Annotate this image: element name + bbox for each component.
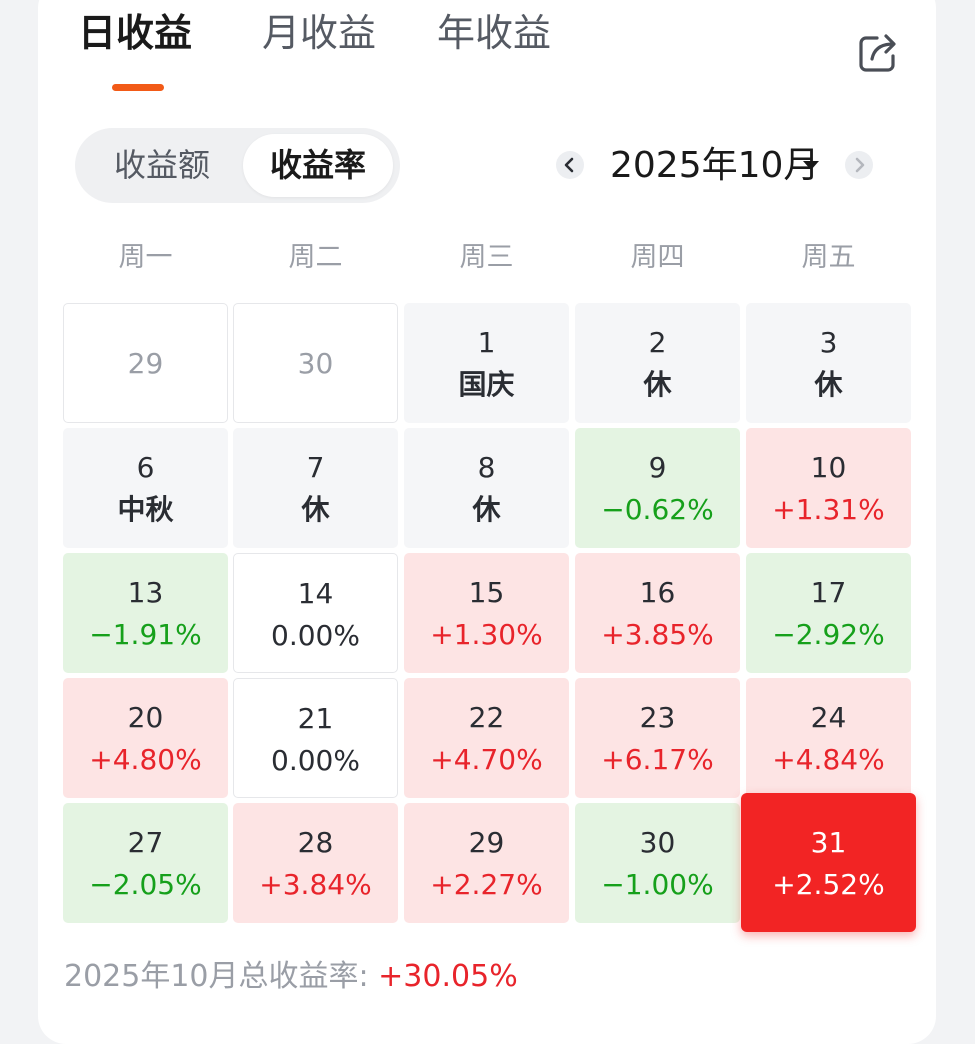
holiday-label: 国庆 (458, 368, 515, 401)
day-number: 28 (297, 826, 334, 859)
calendar-day-cell[interactable]: 29 +2.27% (404, 803, 569, 923)
caret-down-icon[interactable] (803, 161, 819, 170)
holiday-label: 休 (814, 368, 843, 401)
daily-return: 0.00% (271, 744, 360, 777)
month-total-return: 2025年10月总收益率: +30.05% (64, 956, 518, 998)
daily-return: 0.00% (271, 619, 360, 652)
day-number: 27 (127, 826, 164, 859)
day-number: 22 (468, 701, 505, 734)
daily-return: +4.70% (430, 743, 543, 776)
chevron-left-icon (564, 157, 574, 173)
daily-return: +3.84% (259, 868, 372, 901)
weekday-header: 周四 (630, 242, 685, 273)
tab-daily[interactable]: 日收益 (78, 11, 193, 55)
holiday-label: 中秋 (117, 493, 174, 526)
month-selector[interactable]: 2025年10月 (610, 145, 820, 186)
daily-return: −0.62% (601, 493, 714, 526)
day-number: 29 (468, 826, 505, 859)
weekday-header: 周五 (801, 242, 856, 273)
daily-return: +3.85% (601, 618, 714, 651)
calendar-day-cell[interactable]: 31 +2.52% (741, 793, 916, 932)
holiday-label: 休 (301, 493, 330, 526)
day-number: 31 (810, 826, 847, 859)
weekday-header: 周三 (459, 242, 514, 273)
calendar-day-cell[interactable]: 10 +1.31% (746, 428, 911, 548)
daily-return: +6.17% (601, 743, 714, 776)
weekday-header: 周二 (288, 242, 343, 273)
month-total-value: +30.05% (378, 959, 518, 994)
daily-return: −1.00% (601, 868, 714, 901)
day-number: 8 (477, 451, 496, 484)
day-number: 3 (819, 326, 838, 359)
daily-return: +2.27% (430, 868, 543, 901)
calendar-day-cell[interactable]: 21 0.00% (233, 678, 398, 798)
active-tab-indicator (112, 84, 164, 91)
day-number: 17 (810, 576, 847, 609)
segment-rate[interactable]: 收益率 (243, 134, 393, 197)
next-month-button[interactable] (845, 151, 873, 179)
calendar-day-cell[interactable]: 6 中秋 (63, 428, 228, 548)
day-number: 23 (639, 701, 676, 734)
weekday-header: 周一 (118, 242, 173, 273)
day-number: 29 (127, 347, 164, 380)
calendar-day-cell[interactable]: 17 −2.92% (746, 553, 911, 673)
daily-return: −2.92% (772, 618, 885, 651)
segment-amount[interactable]: 收益额 (113, 146, 210, 184)
daily-return: +4.84% (772, 743, 885, 776)
calendar-day-cell[interactable]: 30 −1.00% (575, 803, 740, 923)
calendar-day-cell[interactable]: 14 0.00% (233, 553, 398, 673)
calendar-day-cell[interactable]: 27 −2.05% (63, 803, 228, 923)
calendar-day-cell[interactable]: 23 +6.17% (575, 678, 740, 798)
daily-return: +2.52% (772, 868, 885, 901)
calendar-day-cell[interactable]: 22 +4.70% (404, 678, 569, 798)
calendar-day-cell[interactable]: 20 +4.80% (63, 678, 228, 798)
day-number: 24 (810, 701, 847, 734)
day-number: 14 (297, 577, 334, 610)
calendar-day-cell[interactable]: 16 +3.85% (575, 553, 740, 673)
calendar-day-cell[interactable]: 9 −0.62% (575, 428, 740, 548)
metric-segment-control: 收益额 收益率 (75, 128, 400, 203)
holiday-label: 休 (643, 368, 672, 401)
daily-return: +1.30% (430, 618, 543, 651)
day-number: 20 (127, 701, 164, 734)
day-number: 6 (136, 451, 155, 484)
day-number: 10 (810, 451, 847, 484)
month-total-label: 2025年10月总收益率: (64, 959, 379, 994)
day-number: 7 (306, 451, 325, 484)
holiday-label: 休 (472, 493, 501, 526)
day-number: 1 (477, 326, 496, 359)
daily-return: −2.05% (89, 868, 202, 901)
day-number: 15 (468, 576, 505, 609)
prev-month-button[interactable] (556, 151, 584, 179)
calendar-day-cell[interactable]: 29 (63, 303, 228, 423)
day-number: 21 (297, 702, 334, 735)
day-number: 13 (127, 576, 164, 609)
tab-yearly[interactable]: 年收益 (437, 11, 552, 55)
calendar-day-cell[interactable]: 15 +1.30% (404, 553, 569, 673)
calendar-day-cell[interactable]: 28 +3.84% (233, 803, 398, 923)
day-number: 2 (648, 326, 667, 359)
tab-monthly[interactable]: 月收益 (262, 11, 377, 55)
chevron-right-icon (855, 157, 865, 173)
daily-return: +1.31% (772, 493, 885, 526)
calendar-day-cell[interactable]: 1 国庆 (404, 303, 569, 423)
calendar-day-cell[interactable]: 13 −1.91% (63, 553, 228, 673)
day-number: 9 (648, 451, 667, 484)
daily-return: −1.91% (89, 618, 202, 651)
daily-return: +4.80% (89, 743, 202, 776)
day-number: 30 (297, 347, 334, 380)
share-icon[interactable] (857, 32, 901, 76)
day-number: 30 (639, 826, 676, 859)
calendar-day-cell[interactable]: 30 (233, 303, 398, 423)
day-number: 16 (639, 576, 676, 609)
calendar-day-cell[interactable]: 24 +4.84% (746, 678, 911, 798)
